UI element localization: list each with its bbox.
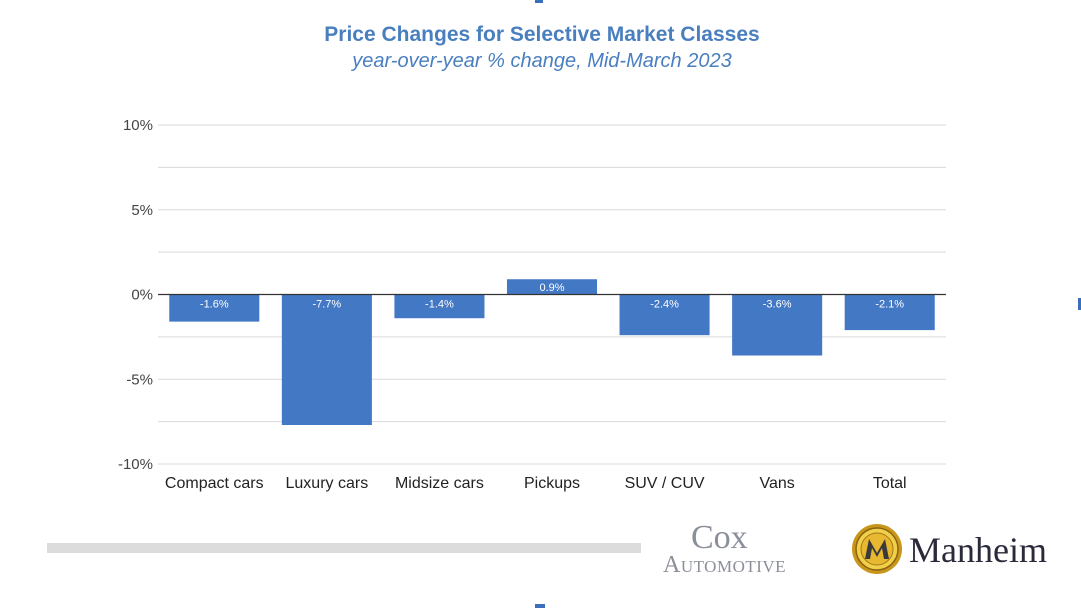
category-label: Pickups: [524, 475, 580, 492]
bar: [169, 294, 260, 322]
chart-subtitle: year-over-year % change, Mid-March 2023: [352, 50, 732, 72]
y-tick-label: -5%: [126, 371, 153, 388]
manheim-wordmark: Manheim: [909, 530, 1047, 570]
data-label: -2.1%: [875, 299, 904, 311]
category-label: Vans: [760, 475, 795, 492]
bar: [281, 294, 372, 426]
bar: [732, 294, 823, 356]
category-label: SUV / CUV: [625, 475, 705, 492]
y-tick-label: 0%: [131, 287, 153, 304]
category-label: Total: [873, 475, 907, 492]
bar: [619, 294, 710, 336]
manheim-emblem-icon: [852, 524, 902, 574]
footer-divider: [47, 543, 641, 553]
cox-logo-top: Cox: [691, 519, 748, 556]
bottom-edge-marker: [535, 604, 545, 608]
category-label: Compact cars: [165, 475, 264, 492]
bars: [169, 279, 935, 426]
data-label: -2.4%: [650, 299, 679, 311]
y-tick-label: -10%: [118, 456, 153, 473]
cox-logo-bottom: Automotive: [663, 552, 787, 578]
data-label: -3.6%: [763, 299, 792, 311]
data-label: -7.7%: [312, 299, 341, 311]
right-edge-marker: [1078, 298, 1081, 310]
y-tick-label: 10%: [123, 117, 153, 134]
category-label: Luxury cars: [286, 475, 369, 492]
y-tick-label: 5%: [131, 202, 153, 219]
bar: [844, 294, 935, 331]
chart-title: Price Changes for Selective Market Class…: [324, 23, 760, 46]
cox-automotive-logo: Cox Automotive: [663, 520, 835, 580]
top-edge-marker: [535, 0, 543, 3]
labels: 10% 5% 0% -5% -10% -1.6% Compact cars -7.7% Luxu…: [118, 117, 907, 492]
bar: [506, 279, 598, 295]
data-label: 0.9%: [539, 282, 564, 294]
category-label: Midsize cars: [395, 475, 484, 492]
bar: [394, 294, 485, 319]
manheim-logo: Manheim: [851, 520, 1066, 580]
data-label: -1.4%: [425, 299, 454, 311]
data-label: -1.6%: [200, 299, 229, 311]
